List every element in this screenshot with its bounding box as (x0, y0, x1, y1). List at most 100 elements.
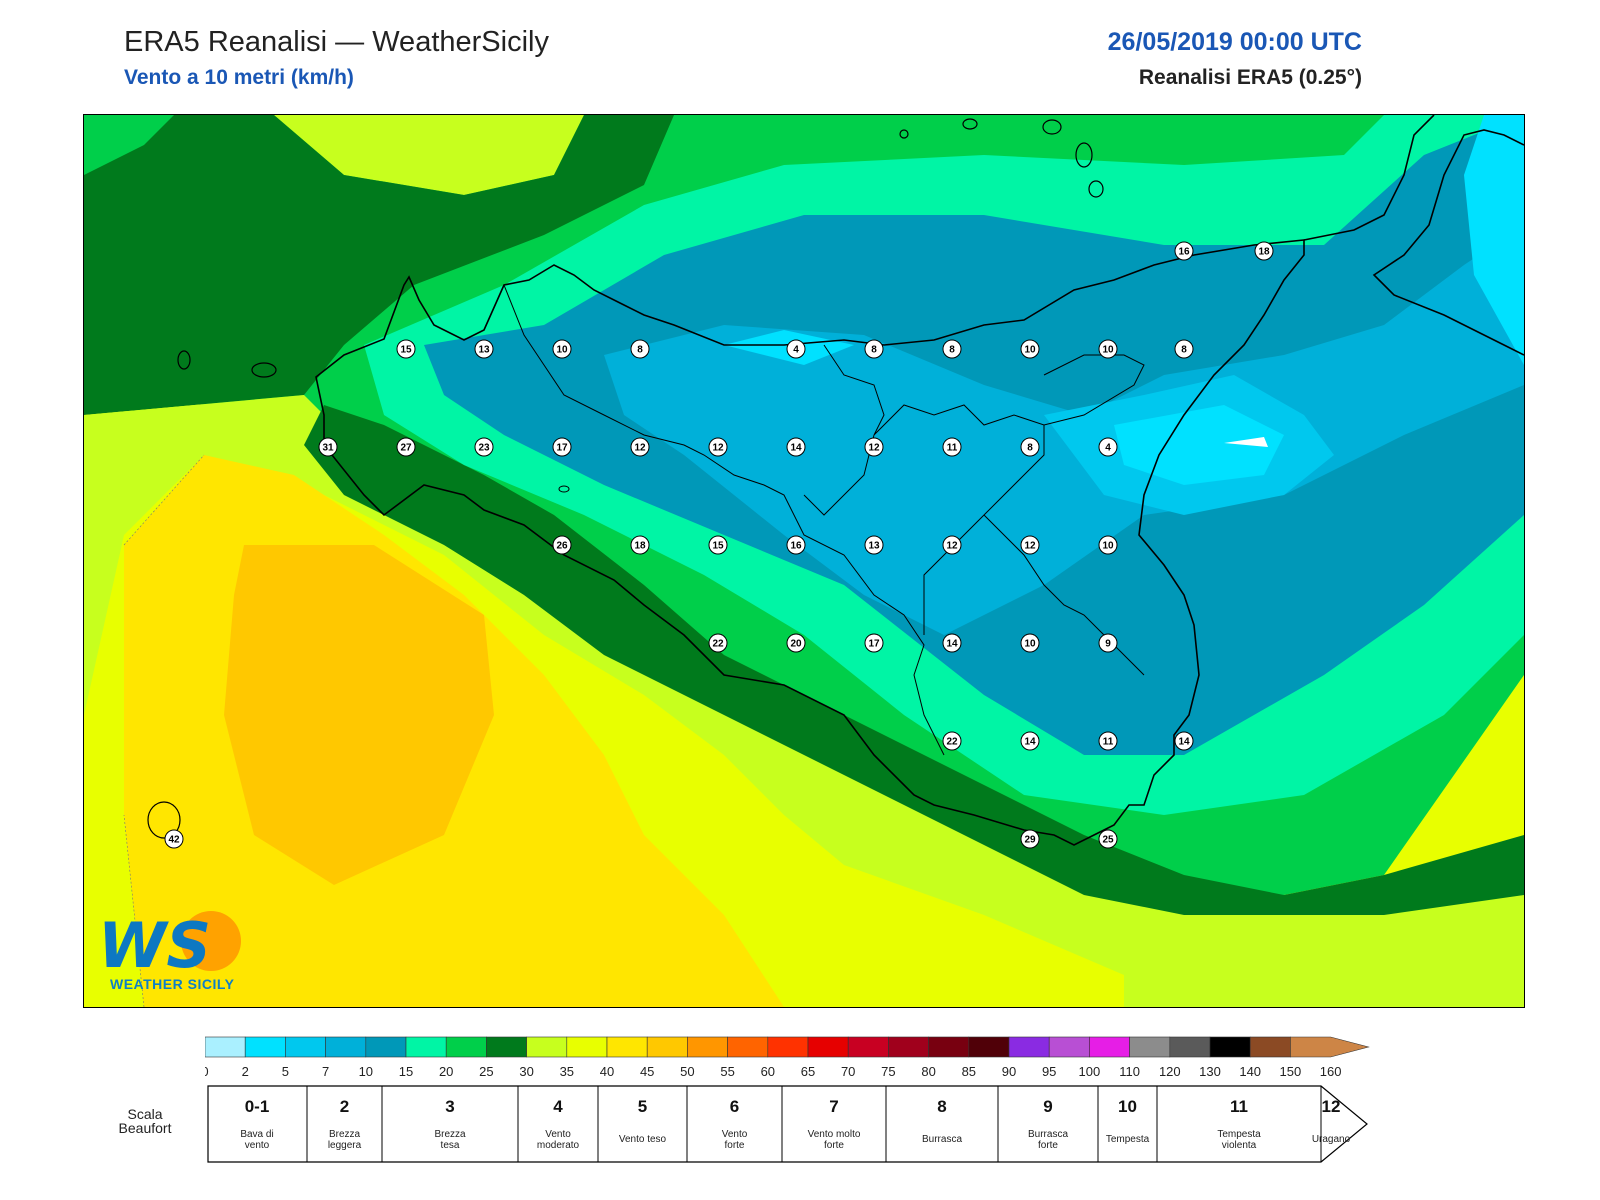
beaufort-description: Vento (545, 1129, 571, 1140)
station-value: 12 (1024, 541, 1036, 552)
wind-band-2-5-east (1464, 115, 1524, 365)
station-value: 22 (712, 639, 724, 650)
station-circle (708, 633, 728, 653)
station-marker: 15 (708, 535, 728, 555)
wind-band-50-55 (224, 545, 494, 885)
colorbar-tick-label: 100 (1079, 1064, 1101, 1079)
island-southwest (558, 485, 570, 493)
station-marker: 12 (630, 437, 650, 457)
station-value: 31 (322, 443, 334, 454)
colorbar-tick-label: 65 (801, 1064, 815, 1079)
colorbar-tick-label: 50 (680, 1064, 694, 1079)
station-value: 13 (478, 345, 490, 356)
station-circle (1174, 339, 1194, 359)
station-circle (1098, 437, 1118, 457)
colorbar-segment (365, 1036, 407, 1058)
station-marker: 23 (474, 437, 494, 457)
station-marker: 31 (318, 437, 338, 457)
colorbar-tick-label: 25 (479, 1064, 493, 1079)
colorbar-segment (1209, 1036, 1251, 1058)
station-circle (1098, 339, 1118, 359)
station-value: 13 (868, 541, 880, 552)
beaufort-description: Vento molto (808, 1129, 861, 1140)
wind-band-25-30-south (304, 405, 1524, 915)
station-circle (474, 339, 494, 359)
beaufort-description: violenta (1222, 1140, 1257, 1151)
colorbar-tick-label: 150 (1280, 1064, 1302, 1079)
station-marker: 25 (1098, 829, 1118, 849)
station-circle (942, 535, 962, 555)
colorbar-tick-label: 10 (359, 1064, 373, 1079)
wind-band-2-5 (1114, 405, 1284, 485)
station-marker: 11 (1098, 731, 1118, 751)
station-circle (552, 339, 572, 359)
station-circle (864, 437, 884, 457)
station-marker: 12 (1020, 535, 1040, 555)
colorbar-segment (888, 1036, 929, 1058)
colorbar-segment (807, 1036, 849, 1058)
station-value: 16 (790, 541, 802, 552)
colorbar-tick-label: 7 (322, 1064, 329, 1079)
station-value: 27 (400, 443, 412, 454)
colorbar-tick-label: 35 (560, 1064, 574, 1079)
colorbar-segment (727, 1036, 769, 1058)
station-circle (552, 535, 572, 555)
colorbar-segment (928, 1036, 970, 1058)
station-circle (786, 339, 806, 359)
station-value: 14 (946, 639, 958, 650)
station-circle (318, 437, 338, 457)
lipari-island (1075, 142, 1093, 168)
station-value: 11 (1103, 737, 1114, 748)
station-marker: 14 (1020, 731, 1040, 751)
station-marker: 8 (1020, 437, 1040, 457)
station-value: 10 (1024, 639, 1036, 650)
sicily-coastline (315, 239, 1305, 846)
station-marker: 10 (1020, 339, 1040, 359)
colorbar-tick-label: 2 (242, 1064, 249, 1079)
wind-calm-spot (1224, 437, 1268, 447)
station-value: 8 (1181, 345, 1187, 356)
beaufort-number: 10 (1118, 1097, 1137, 1116)
colorbar-segment (968, 1036, 1010, 1058)
beaufort-description: forte (724, 1140, 744, 1151)
colorbar-segment (1169, 1036, 1211, 1058)
colorbar-segment (526, 1036, 568, 1058)
colorbar-segment (1290, 1036, 1370, 1058)
colorbar-segment (687, 1036, 728, 1058)
station-marker: 16 (1174, 241, 1194, 261)
station-marker: 16 (786, 535, 806, 555)
station-value: 12 (712, 443, 724, 454)
map-subtitle: Vento a 10 metri (km/h) (124, 66, 354, 89)
station-value: 8 (637, 345, 643, 356)
station-marker: 12 (708, 437, 728, 457)
map-source: Reanalisi ERA5 (0.25°) (1138, 66, 1362, 89)
marettimo-island (177, 350, 191, 370)
beaufort-description: vento (245, 1140, 270, 1151)
colorbar-tick-label: 80 (921, 1064, 935, 1079)
station-value: 18 (634, 541, 646, 552)
station-marker: 14 (942, 633, 962, 653)
station-value: 16 (1178, 247, 1190, 258)
station-value: 23 (478, 443, 490, 454)
beaufort-frame (207, 1085, 1368, 1163)
beaufort-label-line1: Scala (127, 1106, 163, 1122)
colorbar-tick-label: 120 (1159, 1064, 1181, 1079)
beaufort-description: moderato (537, 1140, 580, 1151)
station-marker: 13 (474, 339, 494, 359)
beaufort-number: 3 (445, 1097, 454, 1116)
colorbar-segment (285, 1036, 326, 1058)
station-value: 15 (400, 345, 412, 356)
beaufort-number: 5 (638, 1097, 647, 1116)
station-marker: 8 (864, 339, 884, 359)
station-marker: 27 (396, 437, 416, 457)
colorbar-segment (1008, 1036, 1050, 1058)
beaufort-description: Uragano (1312, 1134, 1351, 1145)
station-circle (396, 437, 416, 457)
beaufort-number: 6 (730, 1097, 739, 1116)
station-circle (864, 535, 884, 555)
province-borders (503, 284, 1145, 756)
beaufort-description: Bava di (240, 1129, 273, 1140)
station-value: 11 (947, 443, 958, 454)
colorbar-tick-label: 45 (640, 1064, 654, 1079)
station-value: 17 (556, 443, 568, 454)
